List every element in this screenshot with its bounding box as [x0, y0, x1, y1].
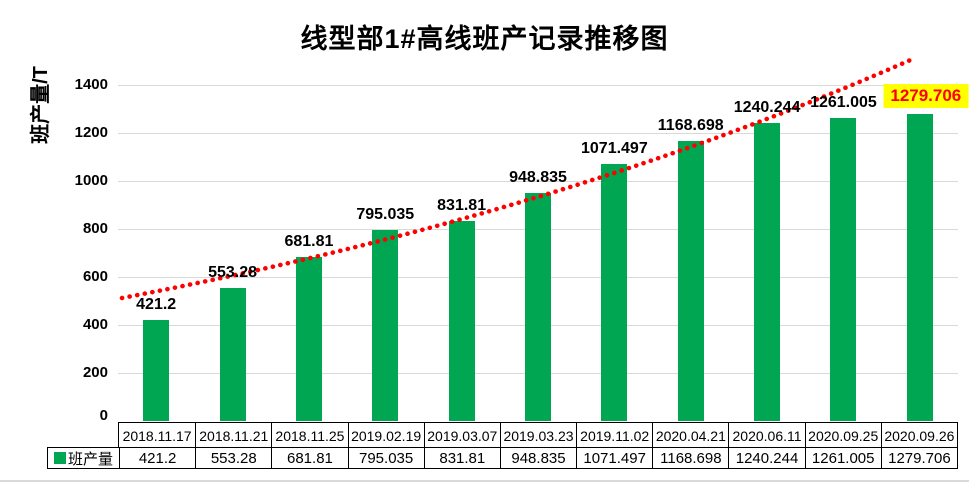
date-cell: 2020.09.25 [804, 423, 881, 448]
date-cell: 2018.11.21 [195, 423, 271, 448]
date-cell: 2018.11.17 [122, 427, 192, 444]
gridline [118, 85, 958, 86]
bar [601, 163, 628, 421]
legend-cell: 班产量 [48, 448, 119, 468]
bar-label: 795.035 [356, 206, 415, 224]
date-cell: 2019.02.19 [347, 423, 424, 448]
bar-label: 1168.698 [657, 116, 724, 134]
x-axis-date-row: 2018.11.17 2018.11.21 2018.11.25 2019.02.19… [118, 422, 958, 449]
bar [754, 123, 781, 421]
value-cell: 421.2 [119, 448, 195, 469]
series-color-swatch-icon [53, 452, 66, 465]
bar [372, 230, 399, 421]
bar-label: 1240.244 [733, 99, 801, 117]
bar-label: 831.81 [437, 197, 487, 215]
value-cell: 1071.497 [576, 448, 652, 469]
bar [143, 319, 170, 421]
value-cell: 795.035 [347, 448, 424, 469]
bar-label: 948.835 [509, 169, 567, 187]
date-cell: 2020.09.26 [880, 423, 957, 448]
value-cell: 1168.698 [652, 448, 728, 469]
bar [677, 140, 704, 421]
value-cell: 1261.005 [804, 448, 881, 469]
value-cell: 1240.244 [728, 448, 804, 469]
bar [525, 193, 551, 421]
bar-label: 1261.005 [810, 94, 877, 112]
bar [830, 118, 857, 421]
date-cell: 2020.04.21 [652, 423, 728, 448]
bar-label-highlight: 1279.706 [883, 83, 969, 108]
y-tick-label: 1400 [74, 76, 108, 93]
bar [448, 221, 475, 421]
y-tick-label: 800 [82, 220, 108, 237]
y-tick-label: 1200 [74, 124, 108, 141]
date-cell: 2019.03.23 [499, 423, 576, 448]
value-cell: 681.81 [271, 448, 347, 469]
y-tick-label: 0 [99, 407, 108, 424]
bottom-divider [0, 480, 969, 482]
y-axis-title: 班产量/T [30, 66, 52, 144]
legend-label: 班产量 [67, 450, 113, 468]
value-cell: 831.81 [423, 448, 500, 469]
chart-title: 线型部1#高线班产记录推移图 [300, 24, 669, 54]
bar-label: 421.2 [136, 295, 177, 313]
data-table-value-row: 班产量 421.2 553.28 681.81 795.035 831.81 948.835… [47, 447, 958, 470]
y-tick-label: 600 [82, 268, 108, 285]
date-cell: 2020.06.11 [728, 423, 804, 448]
value-cell: 1279.706 [880, 448, 957, 469]
bar-label: 681.81 [284, 233, 334, 251]
y-tick-label: 200 [82, 364, 108, 381]
date-cell: 2019.03.07 [423, 423, 500, 448]
bar [906, 113, 933, 421]
bar [295, 257, 322, 421]
y-tick-label: 400 [82, 316, 108, 333]
bar-label: 1071.497 [580, 139, 648, 157]
bar [219, 288, 246, 421]
bar-label: 553.28 [208, 264, 257, 282]
date-cell: 2019.11.02 [576, 423, 652, 448]
value-cell: 553.28 [195, 448, 271, 469]
date-cell: 2018.11.25 [271, 423, 347, 448]
value-cell: 948.835 [499, 448, 576, 469]
y-tick-label: 1000 [74, 172, 108, 189]
